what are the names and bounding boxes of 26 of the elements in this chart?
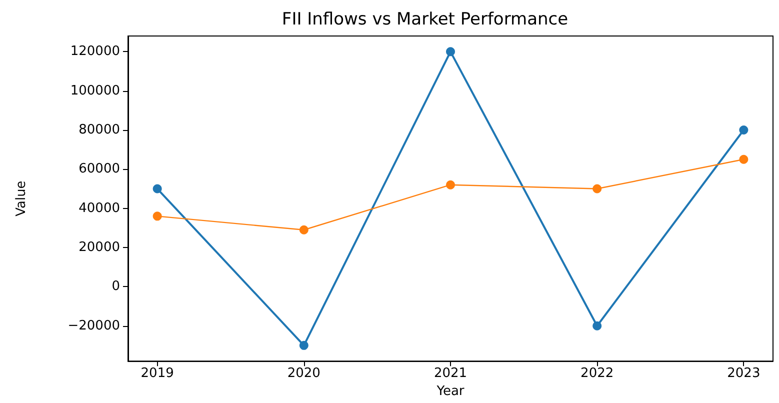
y-tick-label: 20000 — [78, 240, 120, 256]
point — [739, 154, 748, 164]
x-tick-label: 2019 — [140, 366, 174, 382]
y-tick-label: 0 — [112, 279, 120, 294]
y-tick-label: 120000 — [70, 44, 120, 60]
y-tick-label: 80000 — [78, 122, 120, 138]
point — [739, 126, 748, 134]
point — [299, 340, 308, 350]
x-tick-label: 2022 — [580, 366, 614, 382]
point — [446, 47, 455, 56]
point — [592, 321, 602, 330]
point — [592, 184, 602, 194]
y-tick-label: 100000 — [70, 83, 120, 98]
y-tick-label: 40000 — [78, 200, 120, 216]
x-tick-label: 2021 — [434, 366, 468, 382]
point — [299, 225, 308, 234]
y-axis-title: Value — [14, 180, 29, 216]
y-tick-label: −20000 — [68, 318, 120, 334]
point — [446, 180, 455, 190]
x-axis-title: Year — [436, 384, 465, 399]
chart-title: FII Inflows vs Market Performance — [282, 10, 568, 30]
point — [152, 212, 162, 221]
point — [152, 184, 162, 194]
y-tick-label: 60000 — [78, 162, 120, 177]
x-tick-label: 2023 — [727, 366, 760, 382]
x-tick-label: 2020 — [287, 366, 320, 382]
